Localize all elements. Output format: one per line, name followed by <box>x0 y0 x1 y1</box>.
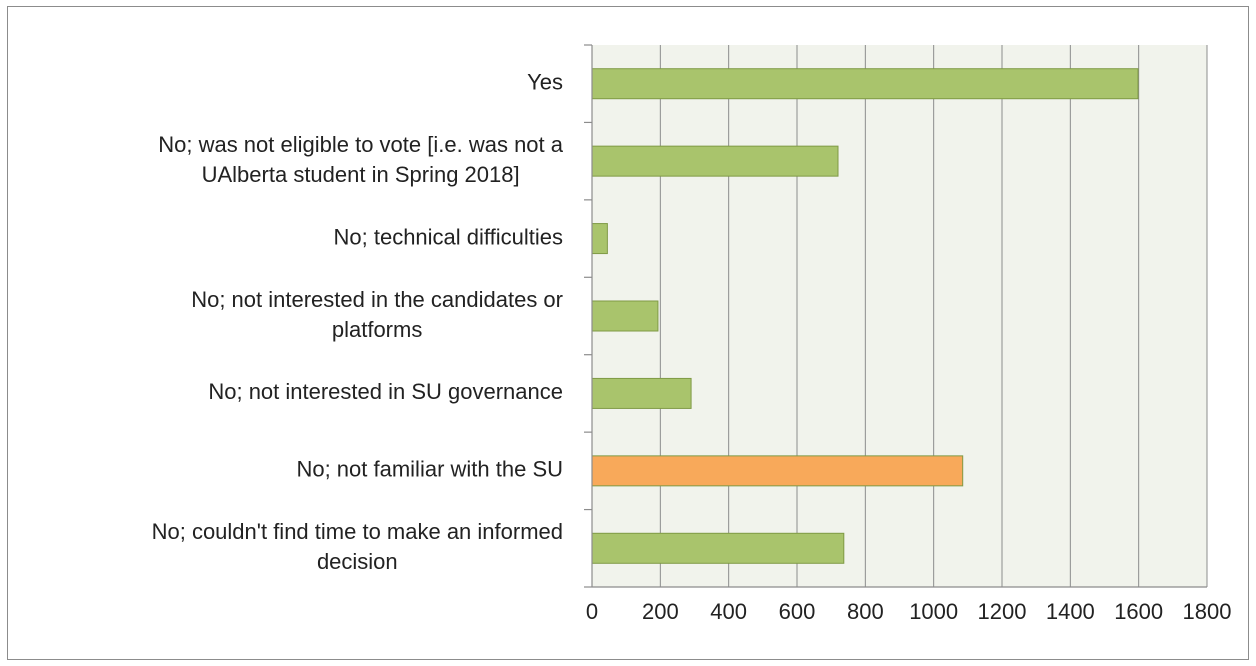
x-tick-label: 1400 <box>1046 599 1095 624</box>
bar <box>591 223 608 255</box>
bar-chart: Yes No; was not eligible to vote [i.e. wa… <box>152 44 1232 624</box>
category-label: No; not interested in SU governance <box>208 379 563 404</box>
axes <box>584 44 1207 588</box>
gridlines <box>659 45 1208 587</box>
category-label: No; couldn't find time to make an inform… <box>152 519 563 544</box>
chart-frame: Yes No; was not eligible to vote [i.e. wa… <box>7 6 1249 660</box>
x-tick-label: 1000 <box>909 599 958 624</box>
x-tick-label: 0 <box>586 599 598 624</box>
category-label: No; was not eligible to vote [i.e. was n… <box>158 132 564 157</box>
category-label: No; not interested in the candidates or <box>191 287 563 312</box>
bar <box>591 532 845 564</box>
x-tick-labels: 0 200 400 600 800 1000 1200 1400 1600 1800 <box>586 599 1232 624</box>
bar <box>591 455 964 487</box>
category-labels: Yes No; was not eligible to vote [i.e. wa… <box>152 70 564 575</box>
bar <box>591 300 659 332</box>
category-label: Yes <box>527 70 563 95</box>
category-label: UAlberta student in Spring 2018] <box>202 162 520 187</box>
category-label: decision <box>317 549 398 574</box>
x-tick-label: 200 <box>642 599 679 624</box>
x-tick-label: 1600 <box>1114 599 1163 624</box>
x-tick-label: 800 <box>847 599 884 624</box>
x-tick-label: 1200 <box>978 599 1027 624</box>
bar <box>591 377 692 409</box>
plot-area <box>592 45 1207 587</box>
x-tick-label: 1800 <box>1183 599 1232 624</box>
x-tick-label: 400 <box>710 599 747 624</box>
bar <box>591 145 839 177</box>
x-tick-label: 600 <box>779 599 816 624</box>
category-label: No; technical difficulties <box>334 224 564 249</box>
category-label: platforms <box>332 317 422 342</box>
category-label: No; not familiar with the SU <box>296 457 563 482</box>
bar <box>591 68 1139 100</box>
bars <box>591 68 1139 564</box>
